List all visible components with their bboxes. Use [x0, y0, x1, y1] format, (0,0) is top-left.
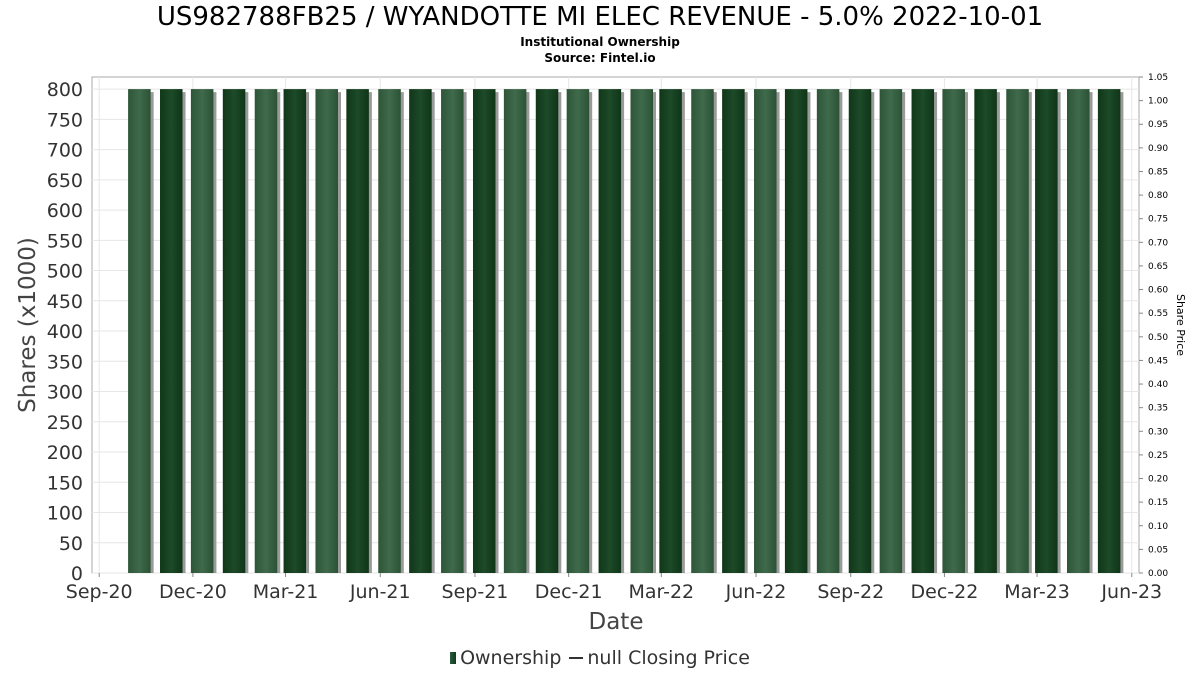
bar-ownership — [346, 89, 369, 573]
x-axis-title: Date — [589, 609, 644, 635]
x-tick-label: Dec-21 — [535, 581, 603, 603]
y2-tick-label: 0.30 — [1148, 427, 1168, 437]
y2-tick-label: 0.80 — [1148, 191, 1168, 201]
y-tick-label: 350 — [47, 351, 83, 373]
chart-subtitle: Institutional Ownership — [520, 35, 680, 49]
bar-ownership — [754, 89, 777, 573]
y-tick-label: 650 — [47, 170, 83, 192]
bar-ownership — [254, 89, 278, 573]
bar-ownership — [315, 89, 338, 573]
closing-price-line-icon — [569, 657, 584, 659]
chart-legend: Ownership null Closing Price — [0, 647, 1200, 669]
x-tick-label: Sep-22 — [817, 581, 884, 603]
y2-tick-label: 0.35 — [1148, 404, 1168, 414]
x-tick-label: Mar-22 — [628, 581, 694, 603]
bar-ownership — [128, 89, 151, 573]
y2-axis-ticks: 0.00 0.05 0.10 0.15 0.20 0.25 0.30 0.35 0.40 0.45… — [1139, 73, 1168, 579]
bar-ownership — [160, 89, 183, 573]
y-tick-label: 550 — [47, 230, 83, 252]
x-tick-label: Jun-22 — [725, 581, 787, 603]
bar-ownership — [222, 89, 246, 573]
bar-ownership — [659, 89, 682, 573]
x-tick-label: Dec-22 — [911, 581, 979, 603]
y-tick-label: 50 — [59, 533, 83, 555]
y2-tick-label: 0.05 — [1148, 545, 1168, 555]
y-tick-label: 300 — [47, 382, 83, 404]
y-tick-label: 500 — [47, 261, 83, 283]
bar-ownership — [190, 89, 214, 573]
legend-ownership-label: Ownership — [460, 647, 562, 669]
y-tick-label: 150 — [47, 472, 83, 494]
bar-ownership — [784, 89, 808, 573]
bar-ownership — [974, 89, 997, 573]
y2-tick-label: 0.10 — [1148, 522, 1168, 532]
y-tick-label: 750 — [47, 109, 83, 131]
y-tick-label: 100 — [47, 503, 83, 525]
y2-tick-label: 0.90 — [1148, 144, 1168, 154]
bar-ownership — [472, 89, 496, 573]
bar-ownership — [816, 89, 840, 573]
y-tick-label: 0 — [71, 563, 83, 585]
bar-ownership — [1006, 89, 1029, 573]
y2-tick-label: 0.45 — [1148, 356, 1168, 366]
bar-ownership — [1035, 89, 1058, 573]
bar-ownership — [1097, 89, 1121, 573]
y-tick-label: 200 — [47, 442, 83, 464]
bar-ownership — [503, 89, 527, 573]
ownership-chart: 0 50 100 150 200 250 300 350 400 450 500 550 600 650 7… — [15, 73, 1187, 635]
x-axis-ticks: Sep-20 Dec-20 Mar-21 Jun-21 Sep-21 Dec-21 Mar-… — [66, 573, 1162, 603]
y-axis-title: Shares (x1000) — [15, 237, 41, 413]
x-tick-label: Sep-20 — [66, 581, 133, 603]
y-tick-label: 450 — [47, 291, 83, 313]
y-tick-label: 700 — [47, 140, 83, 162]
bar-ownership — [691, 89, 714, 573]
y2-tick-label: 0.85 — [1148, 167, 1168, 177]
x-tick-label: Mar-21 — [253, 581, 319, 603]
y-tick-label: 400 — [47, 321, 83, 343]
y-tick-label: 800 — [47, 79, 83, 101]
y2-tick-label: 1.00 — [1148, 97, 1168, 107]
x-tick-label: Dec-20 — [159, 581, 227, 603]
bar-ownership — [879, 89, 903, 573]
y2-tick-label: 0.20 — [1148, 475, 1168, 485]
y2-tick-label: 0.40 — [1148, 380, 1168, 390]
y-axis-ticks: 0 50 100 150 200 250 300 350 400 450 500 550 600 650 7… — [47, 79, 83, 585]
bar-ownership — [535, 89, 559, 573]
bar-ownership — [409, 89, 432, 573]
y2-tick-label: 0.55 — [1148, 309, 1168, 319]
x-tick-label: Mar-23 — [1004, 581, 1070, 603]
y-tick-label: 250 — [47, 412, 83, 434]
bar-ownership — [441, 89, 464, 573]
chart-source: Source: Fintel.io — [544, 51, 656, 65]
ownership-swatch-icon — [450, 652, 457, 664]
bar-ownership — [378, 89, 401, 573]
bar-ownership — [911, 89, 935, 573]
y2-tick-label: 0.60 — [1148, 286, 1168, 296]
x-tick-label: Jun-21 — [349, 581, 411, 603]
y-tick-label: 600 — [47, 200, 83, 222]
y2-tick-label: 0.70 — [1148, 238, 1168, 248]
y2-tick-label: 0.25 — [1148, 451, 1168, 461]
y2-tick-label: 0.50 — [1148, 333, 1168, 343]
x-tick-label: Jun-23 — [1100, 581, 1162, 603]
bar-ownership — [630, 89, 654, 573]
bar-ownership — [848, 89, 872, 573]
y2-tick-label: 0.95 — [1148, 120, 1168, 130]
y2-tick-label: 0.15 — [1148, 498, 1168, 508]
y2-tick-label: 0.75 — [1148, 215, 1168, 225]
bar-ownership — [566, 89, 590, 573]
y2-tick-label: 1.05 — [1148, 73, 1168, 83]
bar-ownership — [283, 89, 307, 573]
y2-axis-title: Share Price — [1174, 294, 1187, 356]
bar-ownership — [722, 89, 745, 573]
legend-closing-label: null Closing Price — [587, 647, 750, 669]
chart-title: US982788FB25 / WYANDOTTE MI ELEC REVENUE… — [156, 2, 1044, 32]
y2-tick-label: 0.65 — [1148, 262, 1168, 272]
y2-tick-label: 0.00 — [1148, 569, 1168, 579]
bar-ownership — [598, 89, 622, 573]
bar-ownership — [942, 89, 965, 573]
x-tick-label: Sep-21 — [442, 581, 509, 603]
bar-ownership — [1066, 89, 1090, 573]
bar-series-ownership — [128, 89, 1124, 573]
